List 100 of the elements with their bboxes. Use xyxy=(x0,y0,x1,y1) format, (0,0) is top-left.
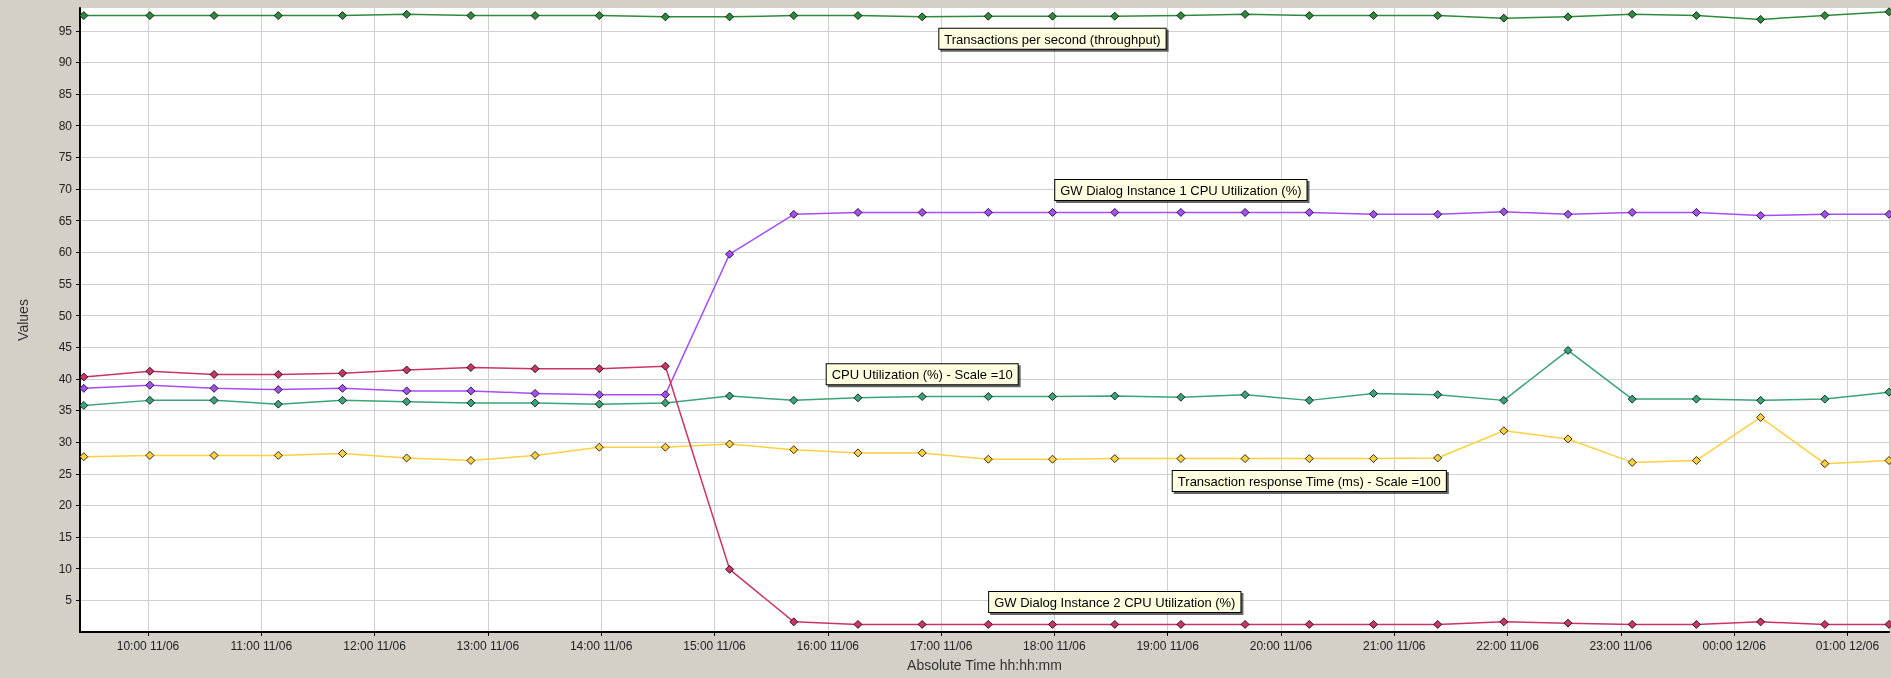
point xyxy=(1691,620,1701,629)
point xyxy=(917,392,927,401)
point xyxy=(1369,389,1378,398)
point xyxy=(789,617,799,627)
x-tick-label: 12:00 11/06 xyxy=(343,639,407,653)
y-tick-label: 20 xyxy=(58,498,73,513)
point xyxy=(917,12,927,22)
x-tick-label: 22:00 11/06 xyxy=(1476,639,1540,653)
x-tick-label: 11:00 11/06 xyxy=(230,639,293,653)
point xyxy=(1563,434,1573,444)
x-tick-label: 23:00 11/06 xyxy=(1589,639,1653,653)
point xyxy=(1369,11,1378,20)
point xyxy=(1627,9,1637,19)
point xyxy=(1499,617,1509,627)
point xyxy=(1369,209,1378,219)
point xyxy=(1240,620,1250,629)
point xyxy=(660,442,670,452)
point xyxy=(273,370,283,379)
point xyxy=(338,383,347,393)
point xyxy=(1110,620,1120,629)
point xyxy=(1048,208,1057,217)
point xyxy=(79,401,89,410)
point xyxy=(402,397,412,407)
point xyxy=(853,620,863,629)
point xyxy=(1176,620,1186,629)
point xyxy=(853,11,863,20)
point xyxy=(1048,620,1057,629)
point xyxy=(1304,620,1314,629)
point xyxy=(917,448,927,458)
point xyxy=(1304,11,1314,20)
y-tick-label: 80 xyxy=(58,118,73,133)
x-tick-label: 01:00 12/06 xyxy=(1815,639,1880,653)
x-tick-label: 17:00 11/06 xyxy=(909,639,973,653)
x-tick-label: 10:00 11/06 xyxy=(116,639,180,653)
y-tick-label: 75 xyxy=(58,150,73,165)
x-tick-label: 14:00 11/06 xyxy=(569,639,633,653)
point xyxy=(983,620,993,629)
x-tick-label: 20:00 11/06 xyxy=(1249,639,1313,653)
point xyxy=(725,12,734,22)
series-label: GW Dialog Instance 2 CPU Utilization (%) xyxy=(994,595,1236,611)
point xyxy=(1110,11,1120,21)
point xyxy=(1820,11,1830,20)
point xyxy=(660,390,670,400)
point xyxy=(789,209,799,219)
y-tick-label: 45 xyxy=(58,340,73,355)
point xyxy=(145,380,155,390)
point xyxy=(209,383,219,393)
point xyxy=(853,393,863,403)
point xyxy=(530,389,540,398)
point xyxy=(1820,209,1830,219)
point xyxy=(79,11,89,20)
point xyxy=(145,366,155,376)
series-label: CPU Utilization (%) - Scale =10 xyxy=(831,367,1013,383)
point xyxy=(402,365,412,375)
point xyxy=(530,451,540,460)
point xyxy=(1048,392,1057,401)
point xyxy=(530,398,540,408)
point xyxy=(338,11,347,20)
point xyxy=(1240,454,1250,463)
point xyxy=(1176,11,1186,20)
y-tick-label: 40 xyxy=(58,371,73,386)
point xyxy=(1691,456,1701,465)
point xyxy=(660,398,670,408)
point xyxy=(209,370,219,379)
point xyxy=(983,454,993,464)
point xyxy=(1563,209,1573,219)
point xyxy=(1627,457,1637,467)
point xyxy=(466,363,476,372)
series-label: GW Dialog Instance 1 CPU Utilization (%) xyxy=(1060,183,1302,199)
point xyxy=(1820,620,1830,629)
point xyxy=(1110,208,1120,217)
y-tick-label: 35 xyxy=(58,403,73,418)
point xyxy=(145,451,155,460)
y-tick-label: 30 xyxy=(58,435,73,450)
y-tick-label: 25 xyxy=(58,466,73,481)
point xyxy=(1691,208,1701,217)
point xyxy=(1176,208,1186,217)
point xyxy=(1110,454,1120,463)
point xyxy=(79,372,89,382)
point xyxy=(1563,12,1573,22)
point xyxy=(725,249,734,259)
point xyxy=(1499,207,1509,217)
point xyxy=(209,451,219,460)
point xyxy=(789,11,799,20)
point xyxy=(1369,620,1378,629)
point xyxy=(1048,11,1057,21)
point xyxy=(1756,617,1765,627)
point xyxy=(917,620,927,629)
point xyxy=(1563,345,1573,355)
point xyxy=(1691,394,1701,404)
point xyxy=(594,399,604,409)
point xyxy=(273,399,283,409)
point xyxy=(1499,395,1509,405)
point xyxy=(402,9,412,19)
point xyxy=(209,395,219,405)
y-tick-label: 90 xyxy=(58,55,73,70)
point xyxy=(983,11,993,21)
x-tick-label: 16:00 11/06 xyxy=(796,639,860,653)
point xyxy=(466,386,476,396)
point xyxy=(273,451,283,460)
